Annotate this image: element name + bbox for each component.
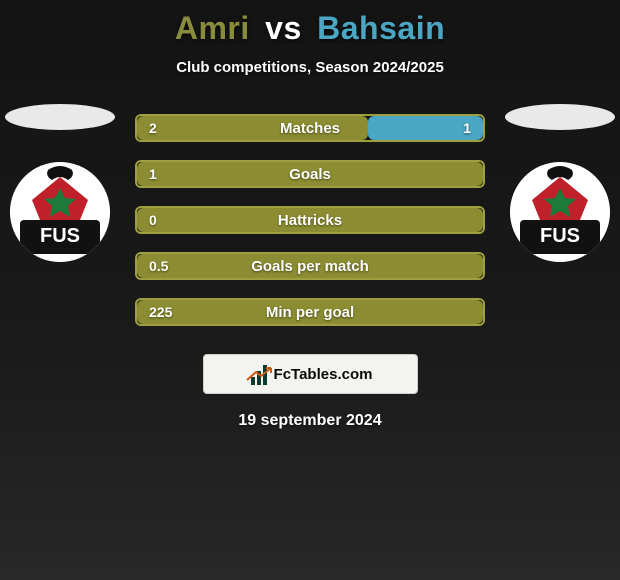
stat-label: Hattricks: [137, 212, 483, 229]
stat-label: Matches: [137, 120, 483, 137]
stat-label: Goals per match: [137, 258, 483, 275]
club-logo-right: FUS: [510, 162, 610, 262]
ellipse-left: [5, 104, 115, 130]
infographic-root: Amri vs Bahsain Club competitions, Seaso…: [0, 0, 620, 580]
stat-value-right: 1: [463, 120, 471, 136]
svg-text:FUS: FUS: [540, 225, 580, 247]
stat-bars: 2Matches11Goals0Hattricks0.5Goals per ma…: [135, 114, 485, 326]
title-player2: Bahsain: [317, 10, 445, 46]
club-crest-icon: FUS: [10, 162, 110, 262]
trend-arrow-icon: [246, 367, 272, 381]
page-title: Amri vs Bahsain: [0, 10, 620, 47]
stat-bar: 1Goals: [135, 160, 485, 188]
stat-bar: 0.5Goals per match: [135, 252, 485, 280]
ellipse-right: [505, 104, 615, 130]
stat-bar: 225Min per goal: [135, 298, 485, 326]
side-left: FUS: [0, 104, 120, 384]
source-badge: FcTables.com: [203, 354, 418, 394]
svg-text:FUS: FUS: [40, 225, 80, 247]
title-vs: vs: [265, 10, 302, 46]
title-player1: Amri: [175, 10, 250, 46]
stat-bar: 2Matches1: [135, 114, 485, 142]
source-text: FcTables.com: [274, 366, 373, 383]
date-text: 19 september 2024: [0, 412, 620, 430]
stats-section: FUS FUS: [0, 114, 620, 326]
bar-chart-icon: [248, 363, 270, 385]
stat-bar: 0Hattricks: [135, 206, 485, 234]
side-right: FUS: [500, 104, 620, 384]
stat-label: Min per goal: [137, 304, 483, 321]
club-logo-left: FUS: [10, 162, 110, 262]
club-crest-icon: FUS: [510, 162, 610, 262]
subtitle: Club competitions, Season 2024/2025: [0, 59, 620, 76]
stat-label: Goals: [137, 166, 483, 183]
